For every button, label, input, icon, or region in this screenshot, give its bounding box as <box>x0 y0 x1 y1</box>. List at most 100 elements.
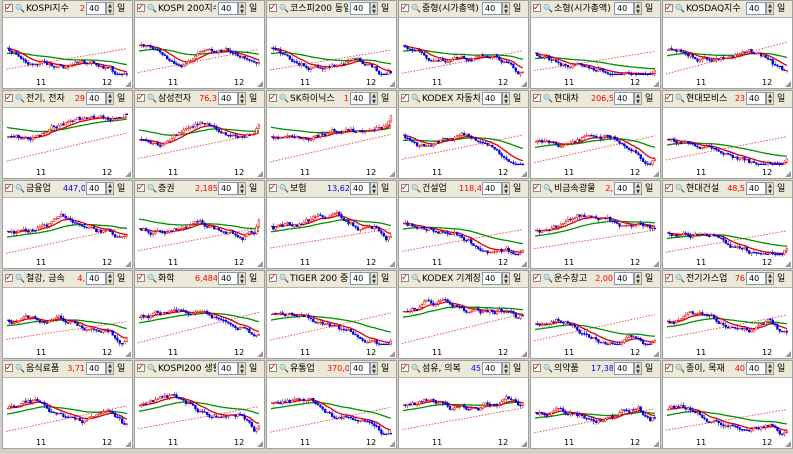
resize-grip-icon[interactable] <box>125 351 131 357</box>
period-spinner[interactable]: ▲ ▼ <box>238 182 246 195</box>
search-icon[interactable]: 🔍 <box>147 4 157 13</box>
checkbox-icon[interactable] <box>665 1 673 16</box>
period-input[interactable]: 40 <box>482 92 502 105</box>
period-input[interactable]: 40 <box>350 2 370 15</box>
resize-grip-icon[interactable] <box>653 441 659 447</box>
period-input[interactable]: 40 <box>218 92 238 105</box>
resize-grip-icon[interactable] <box>521 261 527 267</box>
checkbox-icon[interactable] <box>137 181 145 196</box>
resize-grip-icon[interactable] <box>389 261 395 267</box>
period-spinner[interactable]: ▲ ▼ <box>502 362 510 375</box>
symbol-name[interactable]: KOSDAQ지수 <box>686 4 741 14</box>
period-input[interactable]: 40 <box>614 182 634 195</box>
period-input[interactable]: 40 <box>218 272 238 285</box>
search-icon[interactable]: 🔍 <box>147 274 157 283</box>
search-icon[interactable]: 🔍 <box>411 274 421 283</box>
resize-grip-icon[interactable] <box>521 441 527 447</box>
search-icon[interactable]: 🔍 <box>411 4 421 13</box>
checkbox-icon[interactable] <box>665 271 673 286</box>
search-icon[interactable]: 🔍 <box>279 184 289 193</box>
checkbox-icon[interactable] <box>401 91 409 106</box>
search-icon[interactable]: 🔍 <box>15 184 25 193</box>
checkbox-icon[interactable] <box>665 181 673 196</box>
resize-grip-icon[interactable] <box>257 171 263 177</box>
checkbox-icon[interactable] <box>269 1 277 16</box>
checkbox-icon[interactable] <box>5 91 13 106</box>
resize-grip-icon[interactable] <box>521 351 527 357</box>
period-input[interactable]: 40 <box>614 272 634 285</box>
period-spinner[interactable]: ▲ ▼ <box>766 182 774 195</box>
resize-grip-icon[interactable] <box>257 261 263 267</box>
period-input[interactable]: 40 <box>350 362 370 375</box>
period-spinner[interactable]: ▲ ▼ <box>634 92 642 105</box>
period-input[interactable]: 40 <box>614 362 634 375</box>
symbol-name[interactable]: 유통업 <box>290 364 315 374</box>
checkbox-icon[interactable] <box>401 271 409 286</box>
checkbox-icon[interactable] <box>533 181 541 196</box>
period-spinner[interactable]: ▲ ▼ <box>238 362 246 375</box>
period-spinner[interactable]: ▲ ▼ <box>370 272 378 285</box>
period-input[interactable]: 40 <box>350 272 370 285</box>
symbol-name[interactable]: 종이, 목재 <box>686 364 725 374</box>
resize-grip-icon[interactable] <box>653 261 659 267</box>
resize-grip-icon[interactable] <box>785 171 791 177</box>
symbol-name[interactable]: 소형(시가총액) <box>554 4 611 14</box>
period-spinner[interactable]: ▲ ▼ <box>370 182 378 195</box>
symbol-name[interactable]: TIGER 200 중공 <box>290 274 348 284</box>
period-spinner[interactable]: ▲ ▼ <box>370 2 378 15</box>
symbol-name[interactable]: 건설업 <box>422 184 447 194</box>
symbol-name[interactable]: 의약품 <box>554 364 579 374</box>
checkbox-icon[interactable] <box>401 1 409 16</box>
search-icon[interactable]: 🔍 <box>411 94 421 103</box>
search-icon[interactable]: 🔍 <box>147 94 157 103</box>
resize-grip-icon[interactable] <box>257 441 263 447</box>
resize-grip-icon[interactable] <box>785 261 791 267</box>
symbol-name[interactable]: SK하이닉스 <box>290 94 335 104</box>
symbol-name[interactable]: 삼성전자 <box>158 94 192 104</box>
symbol-name[interactable]: 비금속광물 <box>554 184 596 194</box>
period-input[interactable]: 40 <box>746 362 766 375</box>
search-icon[interactable]: 🔍 <box>675 4 685 13</box>
period-spinner[interactable]: ▲ ▼ <box>370 92 378 105</box>
symbol-name[interactable]: KOSPI 200지수 <box>158 4 216 14</box>
symbol-name[interactable]: 화학 <box>158 274 175 284</box>
resize-grip-icon[interactable] <box>653 171 659 177</box>
period-input[interactable]: 40 <box>350 92 370 105</box>
resize-grip-icon[interactable] <box>257 351 263 357</box>
checkbox-icon[interactable] <box>5 181 13 196</box>
resize-grip-icon[interactable] <box>125 441 131 447</box>
period-input[interactable]: 40 <box>86 362 106 375</box>
period-spinner[interactable]: ▲ ▼ <box>502 92 510 105</box>
period-input[interactable]: 40 <box>86 272 106 285</box>
search-icon[interactable]: 🔍 <box>279 274 289 283</box>
period-input[interactable]: 40 <box>746 182 766 195</box>
period-spinner[interactable]: ▲ ▼ <box>634 182 642 195</box>
symbol-name[interactable]: 전기가스업 <box>686 274 728 284</box>
resize-grip-icon[interactable] <box>389 441 395 447</box>
resize-grip-icon[interactable] <box>389 81 395 87</box>
period-spinner[interactable]: ▲ ▼ <box>634 2 642 15</box>
period-spinner[interactable]: ▲ ▼ <box>106 2 114 15</box>
period-input[interactable]: 40 <box>86 92 106 105</box>
checkbox-icon[interactable] <box>401 181 409 196</box>
search-icon[interactable]: 🔍 <box>147 364 157 373</box>
symbol-name[interactable]: 현대차 <box>554 94 579 104</box>
checkbox-icon[interactable] <box>269 181 277 196</box>
checkbox-icon[interactable] <box>137 91 145 106</box>
search-icon[interactable]: 🔍 <box>15 274 25 283</box>
resize-grip-icon[interactable] <box>389 351 395 357</box>
period-input[interactable]: 40 <box>86 2 106 15</box>
period-input[interactable]: 40 <box>746 92 766 105</box>
period-spinner[interactable]: ▲ ▼ <box>106 272 114 285</box>
period-spinner[interactable]: ▲ ▼ <box>766 2 774 15</box>
